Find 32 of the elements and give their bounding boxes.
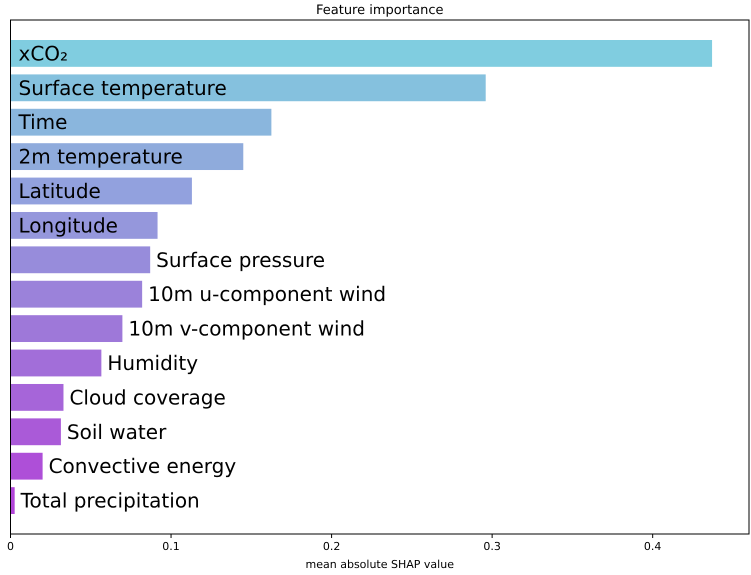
bar [10, 384, 64, 411]
y-tick-label: Humidity [107, 350, 198, 375]
y-tick-label: Cloud coverage [69, 385, 226, 410]
bar [10, 40, 712, 67]
y-tick-label: 10m u-component wind [148, 282, 386, 306]
y-tick-label: Surface pressure [156, 248, 326, 272]
bar [10, 452, 43, 480]
bar [10, 280, 142, 308]
bar [10, 418, 61, 446]
y-tick-label: xCO₂ [18, 41, 68, 66]
x-tick-label: 0.1 [162, 540, 180, 553]
x-axis-title: mean absolute SHAP value [306, 558, 454, 571]
y-tick-label: Surface temperature [18, 76, 227, 100]
bar [10, 178, 192, 204]
chart-title: Feature importance [316, 3, 444, 18]
x-tick-label: 0.2 [322, 540, 340, 553]
y-tick-label: Soil water [66, 420, 168, 444]
y-tick-label: Time [18, 110, 68, 134]
bar [10, 246, 150, 274]
y-tick-label: Longitude [18, 213, 118, 238]
x-tick-label: 0.3 [483, 540, 501, 553]
bar [10, 74, 486, 102]
bar [10, 108, 272, 136]
y-tick-label: 10m v-component wind [128, 316, 365, 341]
x-tick-label: 0 [7, 540, 14, 553]
y-tick-label: Convective energy [48, 454, 236, 478]
bar [10, 350, 102, 376]
bar [10, 315, 122, 342]
x-tick-label: 0.4 [644, 540, 662, 553]
y-tick-label: 2m temperature [18, 144, 183, 169]
y-tick-label: Latitude [18, 179, 101, 204]
y-tick-label: Total precipitation [20, 488, 200, 513]
